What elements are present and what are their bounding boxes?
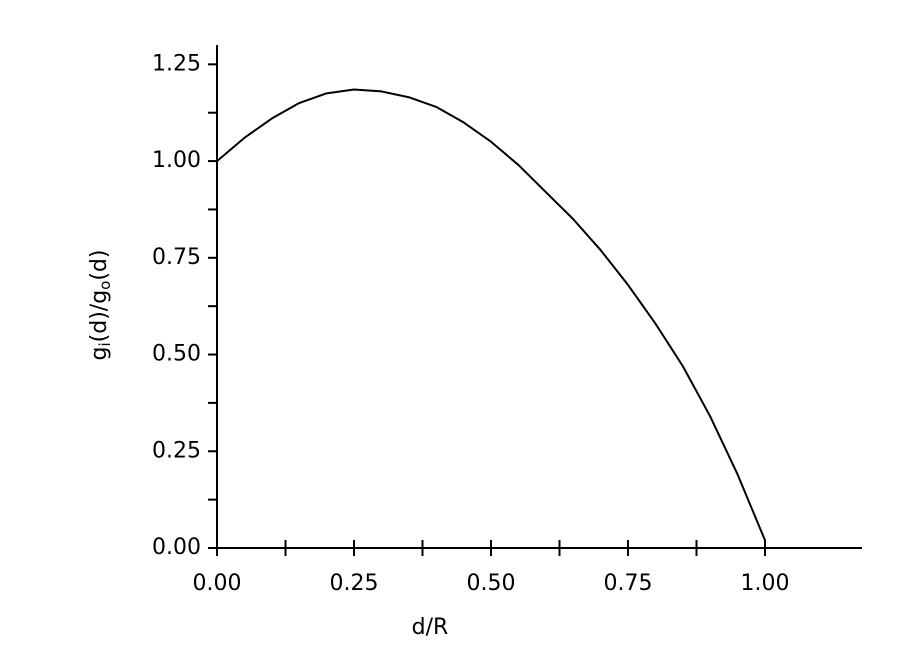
y-tick-label: 0.75 [152,245,201,270]
y-tick-label: 1.00 [152,148,201,173]
x-tick-label: 0.00 [193,571,242,596]
y-tick-label: 0.00 [152,535,201,560]
y-axis-label: gi(d)/go(d) [87,250,114,361]
x-tick-label: 0.25 [330,571,379,596]
x-axis-label: d/R [412,615,449,640]
y-label-sub: o [96,281,114,290]
y-label-part: g [87,347,112,361]
y-label-part: (d) [87,250,112,281]
data-line [216,88,766,541]
x-tick-label: 1.00 [741,571,790,596]
y-label-sub: i [96,342,114,346]
x-tick-label: 0.50 [467,571,516,596]
y-tick-label: 0.50 [152,342,201,367]
y-tick-label: 1.25 [152,51,201,76]
x-tick-label: 0.75 [604,571,653,596]
y-tick-label: 0.25 [152,438,201,463]
y-label-part: (d)/g [87,290,112,343]
